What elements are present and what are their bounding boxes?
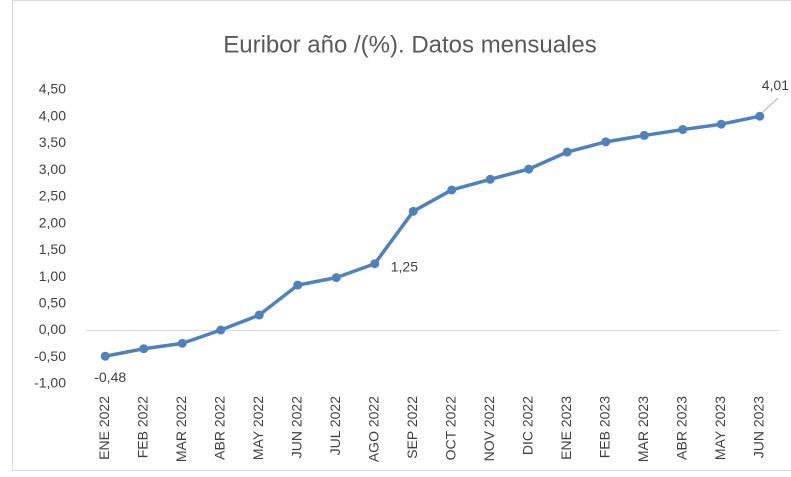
chart-border <box>12 0 791 471</box>
x-tick-label: ENE 2022 <box>96 396 112 460</box>
marker <box>601 137 611 147</box>
data-label: 4,01 <box>762 77 789 93</box>
marker <box>254 310 264 320</box>
y-tick-label: 4,00 <box>39 107 66 123</box>
x-tick-label: NOV 2022 <box>481 396 497 462</box>
marker <box>177 338 187 348</box>
x-tick-label: JUL 2022 <box>327 396 343 456</box>
y-tick-label: -0,50 <box>34 348 66 364</box>
x-tick-label: ABR 2023 <box>673 396 689 460</box>
marker <box>678 125 688 135</box>
x-tick-label: AGO 2022 <box>365 396 381 462</box>
marker <box>639 130 649 140</box>
marker <box>755 111 765 121</box>
marker <box>293 280 303 290</box>
marker <box>447 185 457 195</box>
x-tick-label: JUN 2022 <box>288 396 304 458</box>
line <box>104 114 761 358</box>
x-tick-label: ENE 2023 <box>558 396 574 460</box>
x-tick-label: FEB 2023 <box>596 396 612 458</box>
marker <box>485 174 495 184</box>
marker <box>370 259 380 269</box>
marker <box>408 206 418 216</box>
x-tick-label: SEP 2022 <box>404 396 420 459</box>
x-tick-label: MAY 2023 <box>712 396 728 460</box>
leader-line <box>762 97 779 113</box>
chart-title: Euribor año /(%). Datos mensuales <box>223 31 597 58</box>
x-tick-label: MAY 2022 <box>250 396 266 460</box>
y-tick-label: 2,00 <box>39 214 66 230</box>
x-tick-label: JUN 2023 <box>750 396 766 458</box>
marker <box>100 351 110 361</box>
x-tick-label: MAR 2022 <box>173 396 189 462</box>
marker <box>139 344 149 354</box>
marker <box>716 119 726 129</box>
y-tick-label: 3,00 <box>39 161 66 177</box>
y-tick-label: 0,00 <box>39 321 66 337</box>
y-tick-label: 1,00 <box>39 268 66 284</box>
x-tick-label: OCT 2022 <box>442 396 458 461</box>
marker <box>562 147 572 157</box>
marker <box>216 325 226 335</box>
y-tick-label: 3,50 <box>39 134 66 150</box>
x-tick-label: MAR 2023 <box>635 396 651 462</box>
x-tick-label: FEB 2022 <box>134 396 150 458</box>
data-label: -0,48 <box>94 369 126 385</box>
y-tick-label: 2,50 <box>39 188 66 204</box>
y-tick-label: 4,50 <box>39 81 66 97</box>
marker <box>524 164 534 174</box>
x-tick-label: DIC 2022 <box>519 396 535 455</box>
x-tick-label: ABR 2022 <box>211 396 227 460</box>
y-tick-label: 1,50 <box>39 241 66 257</box>
y-tick-label: -1,00 <box>34 375 66 391</box>
marker <box>331 273 341 283</box>
data-label: 1,25 <box>391 258 418 274</box>
y-tick-label: 0,50 <box>39 295 66 311</box>
